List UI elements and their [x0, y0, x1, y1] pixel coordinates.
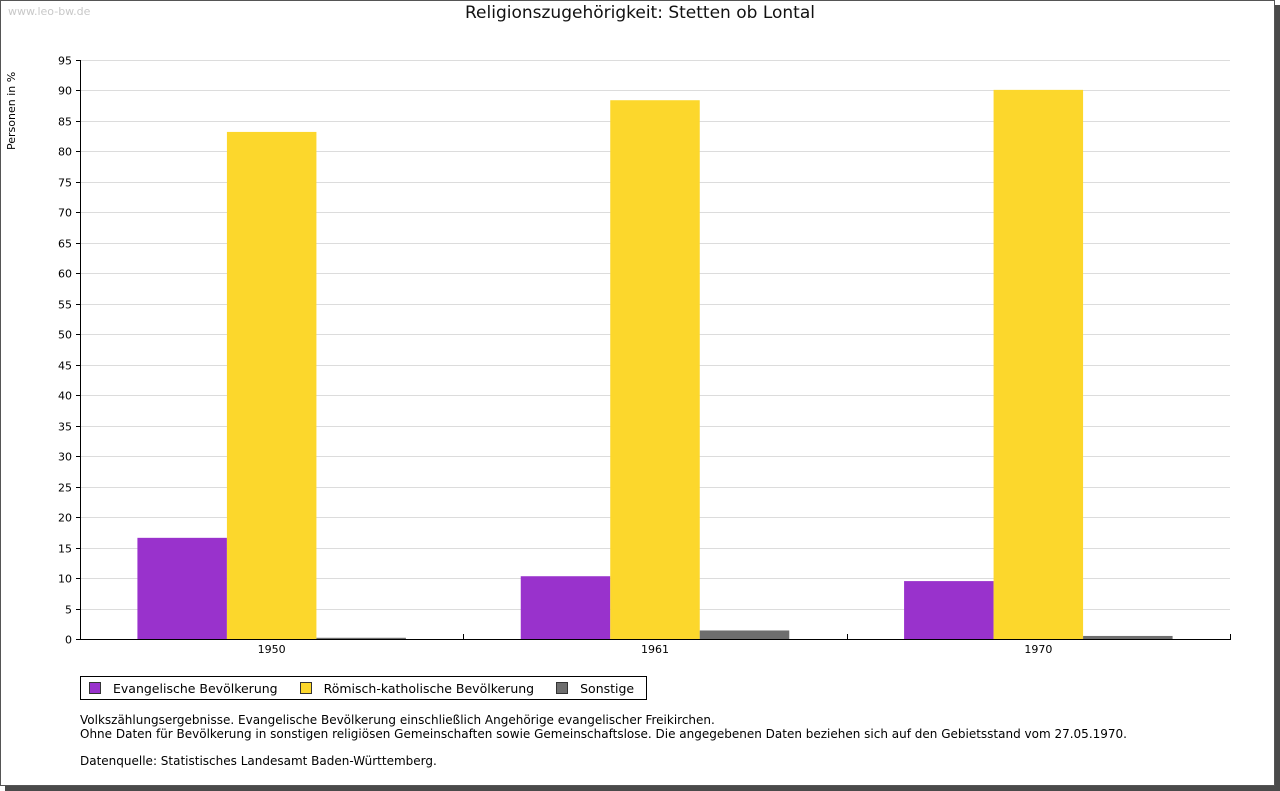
y-tick-label: 50: [58, 329, 72, 342]
legend: Evangelische Bevölkerung Römisch-katholi…: [80, 676, 648, 700]
x-tick-label: 1950: [258, 643, 286, 656]
note-line-2: Ohne Daten für Bevölkerung in sonstigen …: [80, 727, 1127, 741]
y-tick-label: 75: [58, 177, 72, 190]
bar-sonstige-1950: [316, 637, 406, 639]
y-tick-label: 95: [58, 55, 72, 68]
legend-item-katholisch: Römisch-katholische Bevölkerung: [299, 680, 535, 696]
legend-item-evangelisch: Evangelische Bevölkerung: [89, 681, 278, 696]
legend-label-sonstige: Sonstige: [580, 680, 635, 696]
y-tick-label: 25: [58, 482, 72, 495]
y-tick-label: 40: [58, 390, 72, 403]
y-tick-label: 30: [58, 451, 72, 464]
y-tick-label: 10: [58, 573, 72, 586]
y-tick-label: 0: [65, 634, 72, 647]
y-tick-label: 60: [58, 268, 72, 281]
bar-evangelische-bev-lkerung-1970: [904, 581, 994, 639]
watermark: www.leo-bw.de: [8, 5, 91, 18]
y-tick-label: 80: [58, 146, 72, 159]
chart-notes: Volkszählungsergebnisse. Evangelische Be…: [80, 713, 1127, 768]
bar-r-misch-katholische-bev-lkerung-1950: [226, 131, 317, 639]
chart-title: Religionszugehörigkeit: Stetten ob Lonta…: [465, 3, 815, 23]
y-tick-label: 70: [58, 207, 72, 220]
bar-chart: 0 5 10 15 20 25 30 35 40 45 50 55 60 65 70 75 80 85 90 95 19…: [58, 55, 1231, 656]
y-tick-label: 55: [58, 299, 72, 312]
y-tick-label: 85: [58, 116, 72, 129]
y-tick-label: 15: [58, 543, 72, 556]
x-tick-label: 1970: [1024, 643, 1052, 656]
legend-swatch-evangelisch: [89, 682, 101, 694]
y-tick-label: 45: [58, 360, 72, 373]
data-source: Datenquelle: Statistisches Landesamt Bad…: [80, 754, 437, 768]
y-tick-label: 35: [58, 421, 72, 434]
note-line-1: Volkszählungsergebnisse. Evangelische Be…: [80, 713, 715, 727]
bar-evangelische-bev-lkerung-1961: [520, 576, 611, 639]
bar-r-misch-katholische-bev-lkerung-1970: [993, 89, 1084, 640]
legend-item-sonstige: Sonstige: [556, 681, 634, 696]
legend-swatch-katholisch: [299, 682, 312, 694]
x-tick-label: 1961: [641, 643, 669, 656]
y-tick-label: 5: [65, 604, 72, 617]
bar-sonstige-1961: [699, 630, 790, 639]
legend-label-katholisch: Römisch-katholische Bevölkerung: [323, 680, 535, 696]
bar-r-misch-katholische-bev-lkerung-1961: [610, 100, 700, 639]
y-tick-label: 65: [58, 238, 72, 251]
legend-label-evangelisch: Evangelische Bevölkerung: [113, 680, 278, 696]
legend-swatch-sonstige: [556, 682, 569, 694]
bar-evangelische-bev-lkerung-1950: [137, 537, 227, 639]
y-tick-label: 20: [58, 512, 72, 525]
bar-sonstige-1970: [1083, 635, 1173, 639]
y-tick-label: 90: [58, 85, 72, 98]
